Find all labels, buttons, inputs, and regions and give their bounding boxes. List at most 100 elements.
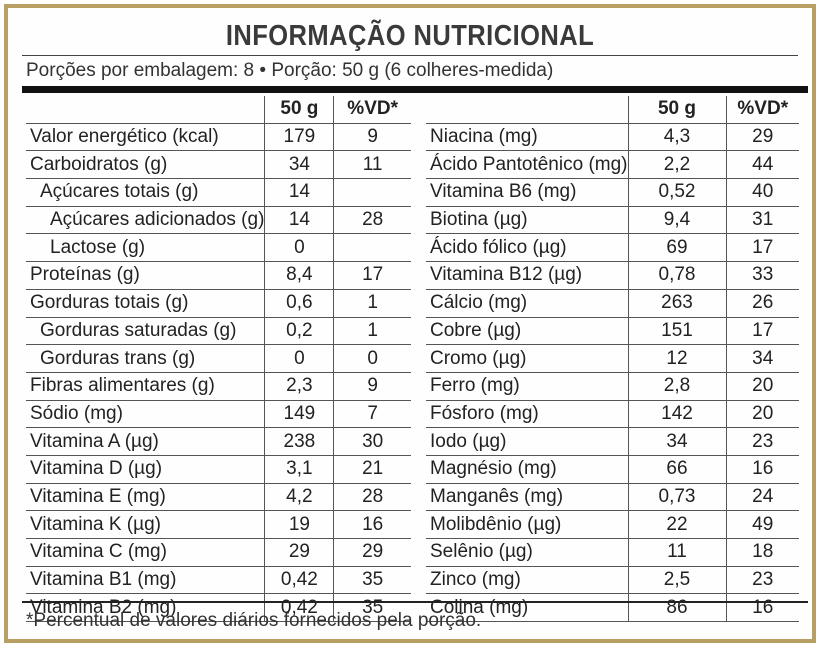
nutrient-name: Molibdênio (µg) — [426, 510, 628, 539]
header-daily-value: %VD* — [725, 96, 799, 124]
nutrient-daily-value: 30 — [333, 427, 411, 456]
nutrient-name: Iodo (µg) — [426, 427, 628, 456]
nutrient-daily-value: 20 — [725, 372, 799, 401]
nutrient-daily-value: 9 — [333, 372, 411, 401]
nutrient-value: 0,42 — [264, 593, 334, 623]
nutrient-name: Vitamina B6 (mg) — [426, 178, 628, 207]
nutrient-name: Gorduras trans (g) — [26, 344, 265, 373]
nutrient-daily-value: 7 — [333, 400, 411, 429]
table-header-row: 50 g %VD* — [26, 96, 411, 124]
nutrient-daily-value: 33 — [725, 261, 799, 290]
nutrient-daily-value: 16 — [333, 510, 411, 539]
nutrient-daily-value: 17 — [725, 317, 799, 346]
table-row: Ácido Pantotênico (mg) 2,2 44 — [426, 150, 799, 180]
table-row: Biotina (µg) 9,4 31 — [426, 206, 799, 235]
nutrient-value: 14 — [264, 206, 334, 235]
nutrient-value: 69 — [627, 233, 726, 263]
nutrient-name: Lactose (g) — [26, 233, 265, 263]
nutrient-name: Vitamina D (µg) — [26, 455, 265, 484]
nutrient-value: 2,3 — [264, 372, 334, 401]
table-row: Ácido fólico (µg) 69 17 — [426, 233, 799, 263]
serving-info: Porções por embalagem: 8 • Porção: 50 g … — [26, 60, 554, 81]
table-row: Vitamina B12 (µg) 0,78 33 — [426, 261, 799, 290]
nutrient-name: Açúcares adicionados (g) — [26, 206, 265, 235]
nutrient-daily-value: 16 — [725, 455, 799, 484]
table-row: Sódio (mg) 149 7 — [26, 400, 411, 429]
nutrient-value: 0 — [264, 344, 334, 373]
nutrient-daily-value: 9 — [333, 123, 411, 152]
nutrient-name: Sódio (mg) — [26, 400, 265, 429]
nutrient-value: 19 — [264, 510, 334, 539]
nutrient-value: 151 — [627, 317, 726, 346]
table-row: Vitamina B6 (mg) 0,52 40 — [426, 178, 799, 207]
nutrient-value: 0,42 — [264, 566, 334, 595]
table-header-row: 50 g %VD* — [426, 96, 799, 124]
nutrient-value: 14 — [264, 178, 334, 207]
nutrients-table-right: 50 g %VD* Niacina (mg) 4,3 29 Ácido Pantotê… — [426, 96, 799, 623]
table-row: Cálcio (mg) 263 26 — [426, 289, 799, 318]
nutrient-value: 22 — [627, 510, 726, 539]
nutrient-name: Fibras alimentares (g) — [26, 372, 265, 401]
nutrient-name: Vitamina E (mg) — [26, 483, 265, 512]
nutrient-name: Ácido Pantotênico (mg) — [426, 150, 628, 180]
nutrient-daily-value: 16 — [725, 593, 799, 623]
nutrient-value: 2,8 — [627, 372, 726, 401]
nutrient-daily-value: 40 — [725, 178, 799, 207]
nutrient-name: Fósforo (mg) — [426, 400, 628, 429]
nutrient-name: Manganês (mg) — [426, 483, 628, 512]
table-row: Valor energético (kcal) 179 9 — [26, 123, 411, 152]
nutrient-name: Ácido fólico (µg) — [426, 233, 628, 263]
table-row: Lactose (g) 0 — [26, 233, 411, 263]
nutrient-daily-value: 20 — [725, 400, 799, 429]
nutrient-daily-value — [333, 178, 411, 207]
nutrient-value: 0,6 — [264, 289, 334, 318]
table-row: Vitamina B2 (mg) 0,42 35 — [26, 593, 411, 623]
table-row: Gorduras trans (g) 0 0 — [26, 344, 411, 373]
nutrient-name: Biotina (µg) — [426, 206, 628, 235]
nutrient-name: Valor energético (kcal) — [26, 123, 265, 152]
nutrient-value: 238 — [264, 427, 334, 456]
nutrient-value: 12 — [627, 344, 726, 373]
nutrient-value: 86 — [627, 593, 726, 623]
nutrient-value: 9,4 — [627, 206, 726, 235]
title-divider — [22, 55, 798, 56]
nutrient-name: Açúcares totais (g) — [26, 178, 265, 207]
nutrient-value: 0 — [264, 233, 334, 263]
bottom-divider — [22, 601, 808, 603]
table-row: Fósforo (mg) 142 20 — [426, 400, 799, 429]
nutrient-name: Vitamina K (µg) — [26, 510, 265, 539]
nutrients-table-left: 50 g %VD* Valor energético (kcal) 179 9 Car… — [26, 96, 411, 623]
nutrient-name: Gorduras totais (g) — [26, 289, 265, 318]
table-row: Ferro (mg) 2,8 20 — [426, 372, 799, 401]
nutrient-value: 0,2 — [264, 317, 334, 346]
nutrient-daily-value: 31 — [725, 206, 799, 235]
nutrient-value: 142 — [627, 400, 726, 429]
header-portion: 50 g — [627, 96, 726, 124]
nutrient-daily-value: 26 — [725, 289, 799, 318]
nutrient-daily-value: 28 — [333, 483, 411, 512]
nutrient-daily-value: 11 — [333, 150, 411, 180]
table-row: Selênio (µg) 11 18 — [426, 538, 799, 567]
nutrient-daily-value: 34 — [725, 344, 799, 373]
nutrient-daily-value: 23 — [725, 566, 799, 595]
nutrient-name: Cobre (µg) — [426, 317, 628, 346]
nutrient-value: 179 — [264, 123, 334, 152]
table-row: Molibdênio (µg) 22 49 — [426, 510, 799, 539]
nutrient-daily-value: 28 — [333, 206, 411, 235]
nutrient-daily-value: 17 — [725, 233, 799, 263]
table-row: Cobre (µg) 151 17 — [426, 317, 799, 346]
nutrient-name: Colina (mg) — [426, 593, 628, 623]
nutrient-daily-value: 1 — [333, 289, 411, 318]
nutrient-name: Niacina (mg) — [426, 123, 628, 152]
table-row: Manganês (mg) 0,73 24 — [426, 483, 799, 512]
nutrient-name: Carboidratos (g) — [26, 150, 265, 180]
table-row: Niacina (mg) 4,3 29 — [426, 123, 799, 152]
nutrient-name: Proteínas (g) — [26, 261, 265, 290]
table-row: Iodo (µg) 34 23 — [426, 427, 799, 456]
nutrient-name: Cálcio (mg) — [426, 289, 628, 318]
left-table-body: Valor energético (kcal) 179 9 Carboidratos … — [26, 123, 411, 623]
nutrient-name: Magnésio (mg) — [426, 455, 628, 484]
nutrient-value: 3,1 — [264, 455, 334, 484]
table-row: Vitamina B1 (mg) 0,42 35 — [26, 566, 411, 595]
nutrient-value: 2,5 — [627, 566, 726, 595]
